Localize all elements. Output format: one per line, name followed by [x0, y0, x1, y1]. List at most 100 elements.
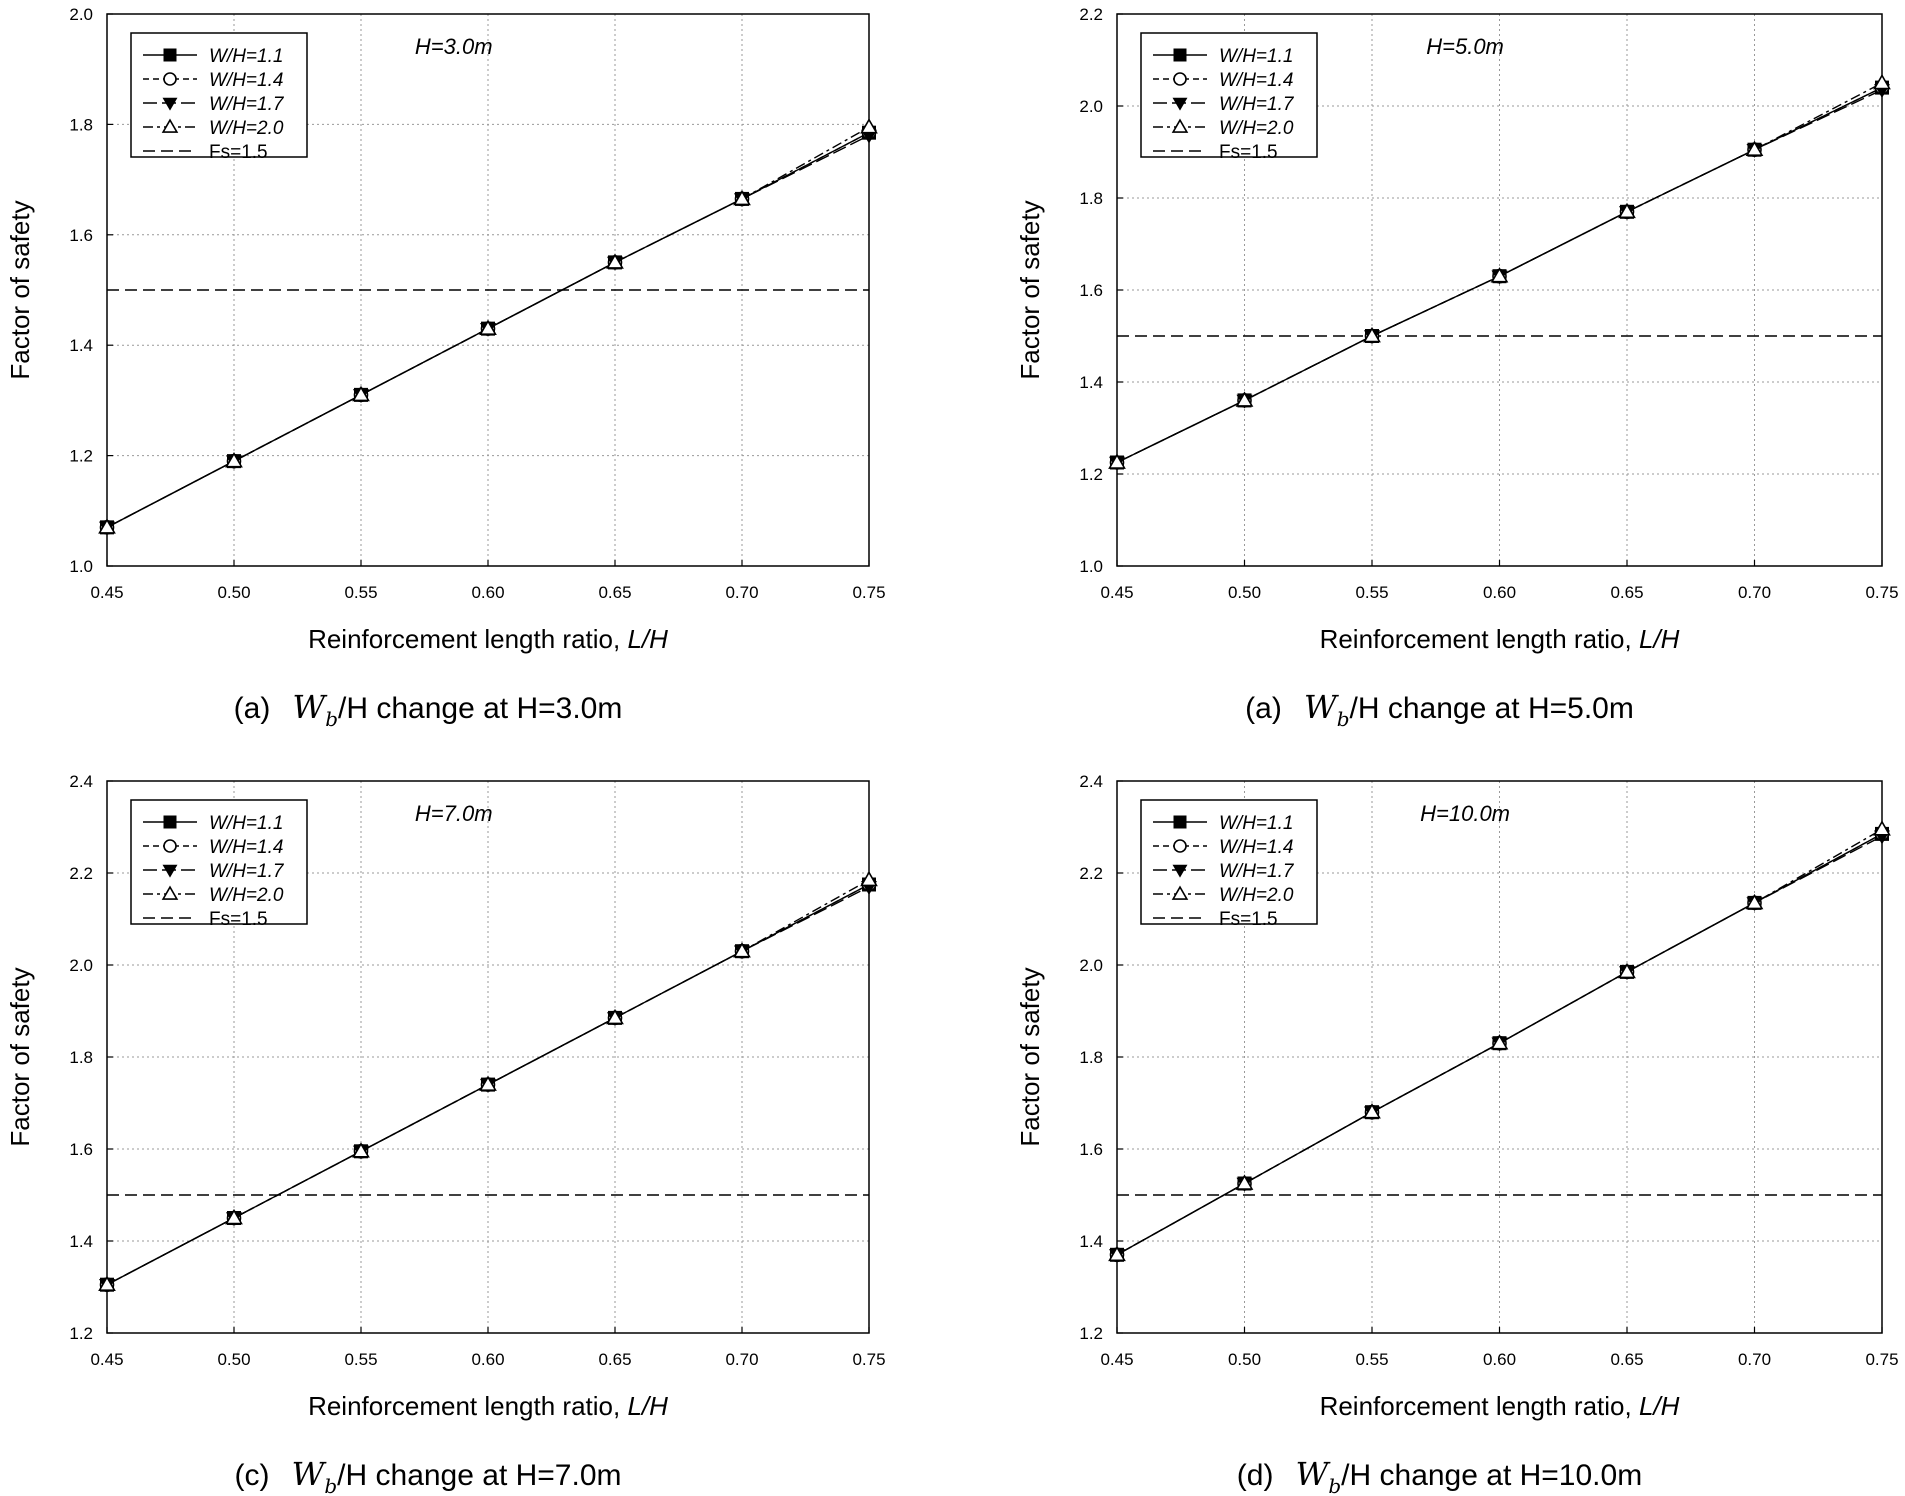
- y-tick-label: 2.0: [1079, 956, 1103, 975]
- caption-w: W: [292, 688, 328, 726]
- x-tick-label: 0.55: [344, 583, 377, 602]
- x-tick-label: 0.55: [1355, 583, 1388, 602]
- x-tick-label: 0.45: [1100, 1350, 1133, 1369]
- y-tick-label: 1.8: [69, 115, 93, 134]
- data-point-series-4: [1873, 73, 1891, 90]
- x-tick-label: 0.50: [1228, 583, 1261, 602]
- y-tick-label: 1.8: [1079, 1048, 1103, 1067]
- data-point-series-4: [860, 118, 878, 134]
- legend-marker: [162, 97, 178, 111]
- legend-entry: Fs=1.5: [209, 142, 268, 163]
- x-axis-label-text: Reinforcement length ratio,: [308, 624, 627, 654]
- y-tick-label: 1.4: [69, 336, 93, 355]
- x-axis-label-italic: L/H: [1639, 1391, 1680, 1421]
- legend-marker: [1171, 885, 1189, 900]
- y-tick-label: 1.4: [1079, 1232, 1103, 1251]
- data-point-series-4: [733, 942, 751, 958]
- chart-panel-3: 0.45 0.50 0.55 0.60 0.65 0.70 0.75 1.2 1.4 1.6 1.8…: [5, 772, 886, 1496]
- caption-w: W: [291, 1455, 327, 1493]
- caption-prefix: (d): [1237, 1459, 1274, 1492]
- data-point-series-4: [1235, 391, 1254, 407]
- x-tick-label: 0.65: [598, 583, 631, 602]
- x-tick-label: 0.45: [1100, 583, 1133, 602]
- legend-entry: W/H=1.4: [1219, 837, 1293, 858]
- data-point-series-4: [606, 1008, 624, 1025]
- legend-entry: W/H=1.1: [1219, 813, 1293, 834]
- y-tick-label: 1.8: [1079, 189, 1103, 208]
- x-axis-label-text: Reinforcement length ratio,: [308, 1391, 627, 1421]
- data-point-series-4: [225, 1208, 243, 1225]
- legend-entry: W/H=1.1: [209, 46, 283, 67]
- data-point-series-4: [733, 189, 751, 206]
- caption-prefix: (a): [1245, 692, 1282, 725]
- legend-box: [130, 799, 308, 925]
- data-point-series-4: [225, 452, 243, 468]
- data-point-series-4: [479, 1075, 497, 1091]
- y-tick-label: 2.0: [69, 5, 93, 24]
- y-tick-label: 2.4: [69, 772, 93, 791]
- legend-marker: [163, 815, 177, 829]
- x-tick-label: 0.75: [1865, 1350, 1898, 1369]
- data-point-series-4: [1873, 820, 1891, 836]
- x-axis-label-text: Reinforcement length ratio,: [1320, 1391, 1639, 1421]
- legend: W/H=1.1 W/H=1.4 W/H=1.7 W/H=2.0 Fs=1.5: [130, 799, 308, 930]
- data-point-series-4: [1618, 962, 1636, 979]
- legend: W/H=1.1 W/H=1.4 W/H=1.7 W/H=2.0 Fs=1.5: [130, 32, 308, 163]
- data-point-series-4: [1490, 1034, 1509, 1050]
- legend-marker: [1171, 118, 1189, 133]
- x-tick-label: 0.45: [90, 583, 123, 602]
- x-tick-label: 0.65: [1610, 1350, 1643, 1369]
- data-point-series-4: [98, 518, 116, 534]
- y-tick-label: 1.2: [69, 447, 93, 466]
- data-point-series-4: [1235, 1174, 1254, 1190]
- legend-entry: Fs=1.5: [1219, 909, 1278, 930]
- height-label: H=3.0m: [415, 34, 493, 59]
- data-point-series-4: [352, 1142, 370, 1158]
- data-point-series-4: [860, 870, 878, 887]
- data-point-series-4: [1618, 202, 1636, 219]
- x-tick-label: 0.60: [1483, 583, 1516, 602]
- legend-marker: [1172, 97, 1188, 111]
- legend-entry: W/H=1.1: [1219, 46, 1293, 67]
- height-label: H=10.0m: [1420, 801, 1510, 826]
- y-tick-label: 1.6: [69, 1140, 93, 1159]
- x-tick-label: 0.50: [217, 583, 250, 602]
- caption-subscript: b: [1337, 707, 1350, 731]
- legend-entry: W/H=2.0: [209, 118, 284, 139]
- height-label: H=7.0m: [415, 801, 493, 826]
- x-tick-label: 0.75: [852, 1350, 885, 1369]
- legend-box: [130, 32, 308, 158]
- caption-rest: /H change at H=3.0m: [338, 692, 622, 725]
- y-tick-label: 1.4: [69, 1232, 93, 1251]
- y-tick-label: 2.2: [1079, 864, 1103, 883]
- x-tick-label: 0.60: [471, 1350, 504, 1369]
- x-tick-label: 0.55: [344, 1350, 377, 1369]
- x-axis-label: Reinforcement length ratio, L/H: [1320, 1391, 1680, 1421]
- chart-panel-2: 0.45 0.50 0.55 0.60 0.65 0.70 0.75 1.0 1.2 1.4 1.6…: [1015, 5, 1899, 731]
- data-point-series-4: [1745, 140, 1764, 157]
- legend-marker: [1173, 48, 1187, 62]
- x-tick-label: 0.75: [852, 583, 885, 602]
- x-tick-label: 0.70: [1738, 1350, 1771, 1369]
- x-tick-label: 0.70: [725, 1350, 758, 1369]
- y-tick-label: 2.2: [69, 864, 93, 883]
- caption-subscript: b: [324, 1474, 337, 1496]
- data-point-series-4: [1745, 893, 1764, 910]
- chart-caption: (c) Wb/H change at H=7.0m: [234, 1455, 621, 1496]
- legend-marker: [163, 72, 177, 86]
- caption-rest: /H change at H=7.0m: [337, 1459, 621, 1492]
- legend-marker: [163, 48, 177, 62]
- caption-w: W: [1304, 688, 1340, 726]
- caption-rest: /H change at H=5.0m: [1350, 692, 1634, 725]
- y-tick-label: 1.2: [1079, 465, 1103, 484]
- legend-entry: W/H=1.7: [209, 94, 285, 115]
- x-axis-label-italic: L/H: [627, 624, 668, 654]
- y-tick-label: 2.4: [1079, 772, 1103, 791]
- y-tick-label: 1.6: [1079, 281, 1103, 300]
- y-tick-label: 1.4: [1079, 373, 1103, 392]
- chart-caption: (a) Wb/H change at H=5.0m: [1245, 688, 1634, 731]
- y-tick-label: 2.2: [1079, 5, 1103, 24]
- x-axis-label: Reinforcement length ratio, L/H: [308, 624, 668, 654]
- x-axis-label-text: Reinforcement length ratio,: [1320, 624, 1639, 654]
- chart-panel-1: 0.45 0.50 0.55 0.60 0.65 0.70 0.75 1.0 1.2 1.4 1.6…: [5, 5, 886, 731]
